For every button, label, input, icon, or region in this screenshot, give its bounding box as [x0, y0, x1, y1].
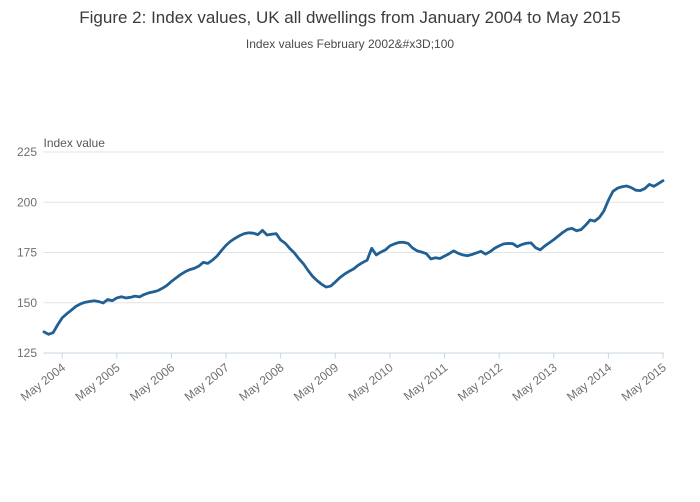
x-tick-label-May-2012: May 2012 — [455, 360, 505, 404]
y-tick-label-200: 200 — [17, 195, 37, 209]
x-tick-label-May-2011: May 2011 — [401, 360, 451, 403]
yaxis-title: Index value — [44, 136, 106, 150]
y-tick-label-175: 175 — [17, 246, 37, 260]
series-line — [42, 179, 665, 336]
y-tick-label-125: 125 — [17, 346, 37, 360]
x-tick-label-May-2005: May 2005 — [73, 360, 123, 404]
x-tick-label-May-2009: May 2009 — [291, 360, 341, 404]
chart-title: Figure 2: Index values, UK all dwellings… — [79, 8, 621, 27]
y-tick-label-150: 150 — [17, 296, 37, 310]
x-tick-label-May-2013: May 2013 — [509, 360, 559, 404]
x-tick-label-May-2008: May 2008 — [236, 360, 286, 404]
chart-subtitle: Index values February 2002&#x3D;100 — [245, 37, 455, 51]
x-tick-label-May-2010: May 2010 — [346, 360, 396, 404]
x-tick-label-May-2004: May 2004 — [18, 360, 68, 404]
y-tick-label-225: 225 — [17, 145, 37, 159]
x-tick-label-May-2007: May 2007 — [182, 360, 232, 404]
x-tick-label-May-2015: May 2015 — [619, 360, 669, 404]
x-tick-label-May-2014: May 2014 — [564, 360, 614, 404]
x-tick-label-May-2006: May 2006 — [127, 360, 177, 404]
